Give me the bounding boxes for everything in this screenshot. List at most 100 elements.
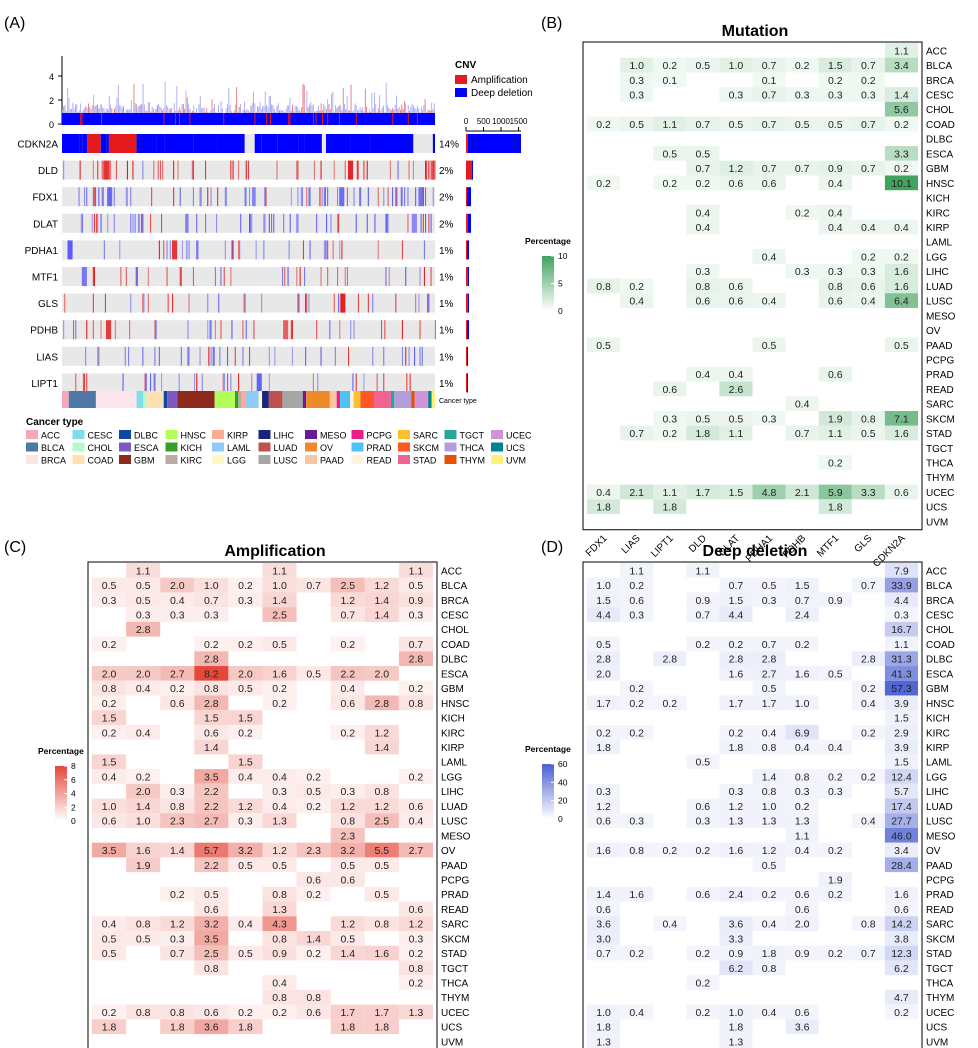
oncoprint-cell — [120, 267, 122, 286]
top-bar — [405, 103, 407, 113]
oncoprint-cell — [329, 320, 331, 340]
heatmap-column-label: LIAS — [620, 533, 643, 556]
oncoprint-cell — [151, 187, 153, 207]
top-bar — [310, 102, 312, 113]
oncoprint-cell — [126, 187, 128, 207]
legend-title: Percentage — [525, 236, 571, 246]
heatmap-cell — [785, 636, 819, 652]
heatmap-row-label: KICH — [441, 714, 465, 725]
top-bar — [184, 108, 186, 113]
heatmap-cell — [587, 278, 621, 294]
oncoprint-cell — [196, 213, 198, 233]
heatmap-row-label: SKCM — [441, 934, 470, 945]
heatmap-cell-value: 0.3 — [238, 816, 253, 828]
heatmap-cell — [296, 886, 331, 902]
heatmap-cell — [653, 72, 687, 88]
heatmap-cell-value: 1.2 — [409, 919, 424, 931]
top-bar — [172, 112, 174, 113]
heatmap-cell — [884, 901, 918, 917]
count-bar-amplification — [466, 160, 472, 180]
heatmap-row-label: ACC — [926, 566, 947, 577]
heatmap-cell — [851, 249, 885, 264]
heatmap-cell-value: 2.8 — [596, 654, 611, 666]
oncoprint-cell — [86, 373, 88, 393]
top-bar — [361, 109, 362, 113]
heatmap-cell — [620, 563, 654, 578]
heatmap-row-label: LAML — [926, 238, 953, 249]
top-bar-amp — [266, 113, 268, 125]
heatmap-cell — [653, 381, 687, 397]
heatmap-cell — [653, 651, 687, 667]
oncoprint-cell — [348, 346, 350, 366]
heatmap-cell — [620, 945, 654, 961]
heatmap-cell-value: 2.4 — [795, 610, 810, 622]
oncoprint-cell — [222, 373, 224, 393]
heatmap-cell-value: 1.8 — [596, 502, 611, 514]
oncoprint-percent: 1% — [439, 246, 454, 257]
top-bar — [362, 107, 364, 113]
heatmap-cell — [398, 651, 433, 667]
heatmap-row-label: ESCA — [926, 669, 954, 680]
heatmap-cell — [686, 204, 720, 220]
heatmap-cell-value: 0.5 — [762, 340, 777, 352]
top-bars-deletion-base — [62, 113, 435, 125]
heatmap-cell-value: 0.6 — [102, 816, 117, 828]
oncoprint-cell — [389, 160, 391, 180]
heatmap-cell-value: 0.2 — [795, 60, 810, 72]
heatmap-cell — [126, 1004, 161, 1020]
top-bar — [332, 91, 334, 113]
heatmap-cell-value: 0.6 — [795, 1007, 810, 1019]
heatmap-cell-value: 1.6 — [729, 668, 744, 680]
heatmap-cell-value: 0.2 — [828, 771, 843, 783]
oncoprint-cell — [374, 213, 376, 233]
heatmap-cell-value: 1.6 — [795, 668, 810, 680]
oncoprint-cell — [353, 320, 355, 340]
heatmap-cell-value: 0.2 — [409, 683, 424, 695]
cancer-type-legend-label: MESO — [320, 431, 347, 441]
heatmap-cell-value: 0.4 — [828, 207, 843, 219]
heatmap-cell — [194, 739, 229, 755]
heatmap-cell — [587, 901, 621, 917]
heatmap-cell — [884, 87, 918, 102]
oncoprint-cell — [192, 267, 194, 286]
oncoprint-cell — [421, 346, 423, 366]
top-bar — [394, 104, 396, 113]
oncoprint-cell — [306, 187, 308, 207]
oncoprint-cell — [85, 346, 87, 366]
heatmap-cell-value: 3.6 — [204, 1022, 219, 1034]
oncoprint-cell — [205, 213, 207, 233]
oncoprint-cell — [346, 187, 348, 207]
top-bar — [292, 104, 293, 113]
heatmap-cell — [330, 592, 365, 608]
heatmap-frame — [582, 41, 923, 531]
heatmap-cell — [653, 411, 687, 426]
heatmap-cell — [262, 901, 297, 917]
heatmap-cell — [364, 666, 399, 681]
oncoprint-cell — [98, 346, 100, 366]
heatmap-row-label: THCA — [441, 979, 469, 990]
heatmap-cell — [126, 857, 161, 873]
heatmap-cell — [719, 87, 753, 102]
heatmap-cell-value: 0.3 — [102, 595, 117, 607]
oncoprint-cell — [154, 320, 156, 340]
top-bar — [387, 105, 388, 113]
heatmap-cell — [884, 146, 918, 161]
top-bar — [383, 105, 384, 113]
heatmap-cell — [752, 680, 786, 696]
heatmap-cell — [884, 411, 918, 426]
heatmap-cell — [851, 577, 885, 593]
top-bar — [225, 108, 227, 113]
heatmap-cell — [785, 783, 819, 799]
heatmap-cell — [296, 666, 331, 681]
heatmap-cell-value: 0.2 — [828, 948, 843, 960]
heatmap-row-label: THCA — [926, 979, 954, 990]
oncoprint-cell — [169, 240, 171, 260]
heatmap-cell — [228, 724, 263, 740]
heatmap-cell-value: 0.2 — [696, 639, 711, 651]
oncoprint-cell — [172, 293, 174, 313]
heatmap-cell — [587, 337, 621, 353]
oncoprint-cell — [422, 187, 424, 207]
heatmap-cell — [752, 769, 786, 784]
heatmap-cell-value: 0.2 — [409, 771, 424, 783]
oncoprint-cell — [423, 267, 425, 286]
